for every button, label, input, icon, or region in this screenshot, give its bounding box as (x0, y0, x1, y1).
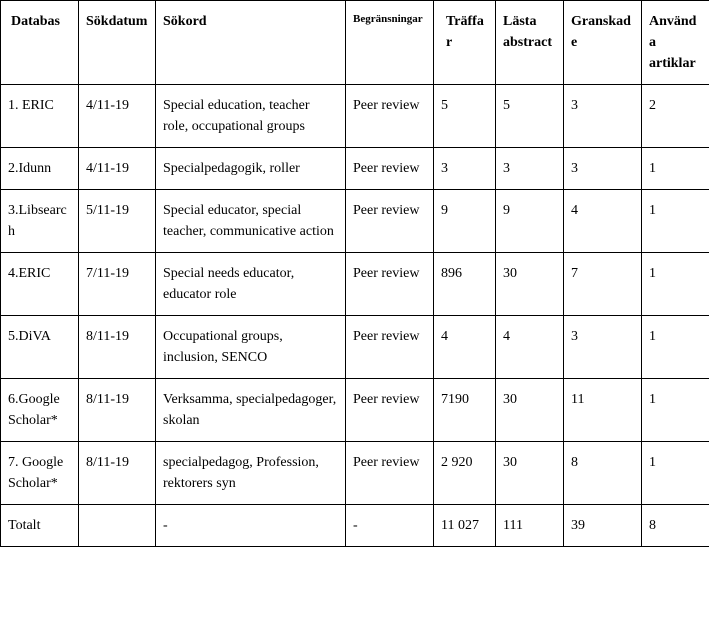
header-sokord: Sökord (156, 1, 346, 85)
cell-sokord: Special educator, special teacher, commu… (156, 190, 346, 253)
cell-begransningar: Peer review (346, 253, 434, 316)
cell-databas: 7. Google Scholar* (1, 442, 79, 505)
header-anvanda: Använda artiklar (642, 1, 709, 85)
cell-sokord: specialpedagog, Profession, rektorers sy… (156, 442, 346, 505)
cell-databas: 4.ERIC (1, 253, 79, 316)
cell-lasta: 4 (496, 316, 564, 379)
cell-sokord: - (156, 505, 346, 547)
cell-granskade: 8 (564, 442, 642, 505)
cell-traffar: 11 027 (434, 505, 496, 547)
cell-anvanda: 1 (642, 442, 709, 505)
table-row: 1. ERIC 4/11-19 Special education, teach… (1, 85, 709, 148)
cell-traffar: 2 920 (434, 442, 496, 505)
cell-granskade: 3 (564, 85, 642, 148)
table-row-total: Totalt - - 11 027 111 39 8 (1, 505, 709, 547)
cell-lasta: 30 (496, 379, 564, 442)
cell-begransningar: Peer review (346, 442, 434, 505)
table-row: 5.DiVA 8/11-19 Occupational groups, incl… (1, 316, 709, 379)
cell-sokdatum: 8/11-19 (79, 442, 156, 505)
cell-granskade: 7 (564, 253, 642, 316)
cell-lasta: 5 (496, 85, 564, 148)
cell-begransningar: Peer review (346, 190, 434, 253)
cell-databas: 5.DiVA (1, 316, 79, 379)
header-databas: Databas (1, 1, 79, 85)
cell-databas: Totalt (1, 505, 79, 547)
header-granskade: Granskade (564, 1, 642, 85)
table-body: 1. ERIC 4/11-19 Special education, teach… (1, 85, 709, 547)
cell-databas: 2.Idunn (1, 148, 79, 190)
cell-traffar: 4 (434, 316, 496, 379)
header-lasta-line2: abstract (503, 35, 552, 50)
cell-lasta: 111 (496, 505, 564, 547)
header-lasta-line1: Lästa (503, 14, 536, 29)
header-anvanda-line1: Använda (649, 14, 696, 50)
cell-begransningar: Peer review (346, 148, 434, 190)
cell-sokord: Verksamma, specialpedagoger, skolan (156, 379, 346, 442)
cell-anvanda: 8 (642, 505, 709, 547)
literature-search-table: Databas Sökdatum Sökord Begränsningar Tr… (0, 0, 709, 547)
table-row: 2.Idunn 4/11-19 Specialpedagogik, roller… (1, 148, 709, 190)
cell-lasta: 9 (496, 190, 564, 253)
cell-lasta: 3 (496, 148, 564, 190)
cell-granskade: 11 (564, 379, 642, 442)
cell-anvanda: 1 (642, 253, 709, 316)
cell-traffar: 5 (434, 85, 496, 148)
cell-sokdatum: 4/11-19 (79, 148, 156, 190)
cell-sokord: Special education, teacher role, occupat… (156, 85, 346, 148)
table-row: 4.ERIC 7/11-19 Special needs educator, e… (1, 253, 709, 316)
cell-anvanda: 1 (642, 379, 709, 442)
table-row: 3.Libsearch 5/11-19 Special educator, sp… (1, 190, 709, 253)
cell-granskade: 4 (564, 190, 642, 253)
cell-sokdatum: 8/11-19 (79, 379, 156, 442)
cell-granskade: 3 (564, 316, 642, 379)
cell-sokdatum (79, 505, 156, 547)
cell-traffar: 7190 (434, 379, 496, 442)
cell-lasta: 30 (496, 253, 564, 316)
cell-anvanda: 1 (642, 190, 709, 253)
header-begransningar: Begränsningar (346, 1, 434, 85)
cell-begransningar: Peer review (346, 85, 434, 148)
cell-traffar: 9 (434, 190, 496, 253)
cell-databas: 6.Google Scholar* (1, 379, 79, 442)
cell-databas: 1. ERIC (1, 85, 79, 148)
cell-lasta: 30 (496, 442, 564, 505)
cell-sokdatum: 4/11-19 (79, 85, 156, 148)
cell-sokdatum: 7/11-19 (79, 253, 156, 316)
table-header-row: Databas Sökdatum Sökord Begränsningar Tr… (1, 1, 709, 85)
cell-sokord: Specialpedagogik, roller (156, 148, 346, 190)
header-sokdatum: Sökdatum (79, 1, 156, 85)
cell-begransningar: Peer review (346, 316, 434, 379)
table-row: 7. Google Scholar* 8/11-19 specialpedago… (1, 442, 709, 505)
cell-sokdatum: 8/11-19 (79, 316, 156, 379)
cell-anvanda: 1 (642, 148, 709, 190)
cell-databas: 3.Libsearch (1, 190, 79, 253)
cell-traffar: 3 (434, 148, 496, 190)
cell-traffar: 896 (434, 253, 496, 316)
cell-begransningar: - (346, 505, 434, 547)
header-traffar: Träffar (434, 1, 496, 85)
cell-sokdatum: 5/11-19 (79, 190, 156, 253)
cell-begransningar: Peer review (346, 379, 434, 442)
cell-anvanda: 1 (642, 316, 709, 379)
cell-sokord: Special needs educator, educator role (156, 253, 346, 316)
header-lasta: Lästa abstract (496, 1, 564, 85)
table-row: 6.Google Scholar* 8/11-19 Verksamma, spe… (1, 379, 709, 442)
cell-sokord: Occupational groups, inclusion, SENCO (156, 316, 346, 379)
cell-granskade: 39 (564, 505, 642, 547)
cell-granskade: 3 (564, 148, 642, 190)
cell-anvanda: 2 (642, 85, 709, 148)
header-anvanda-line2: artiklar (649, 56, 696, 71)
